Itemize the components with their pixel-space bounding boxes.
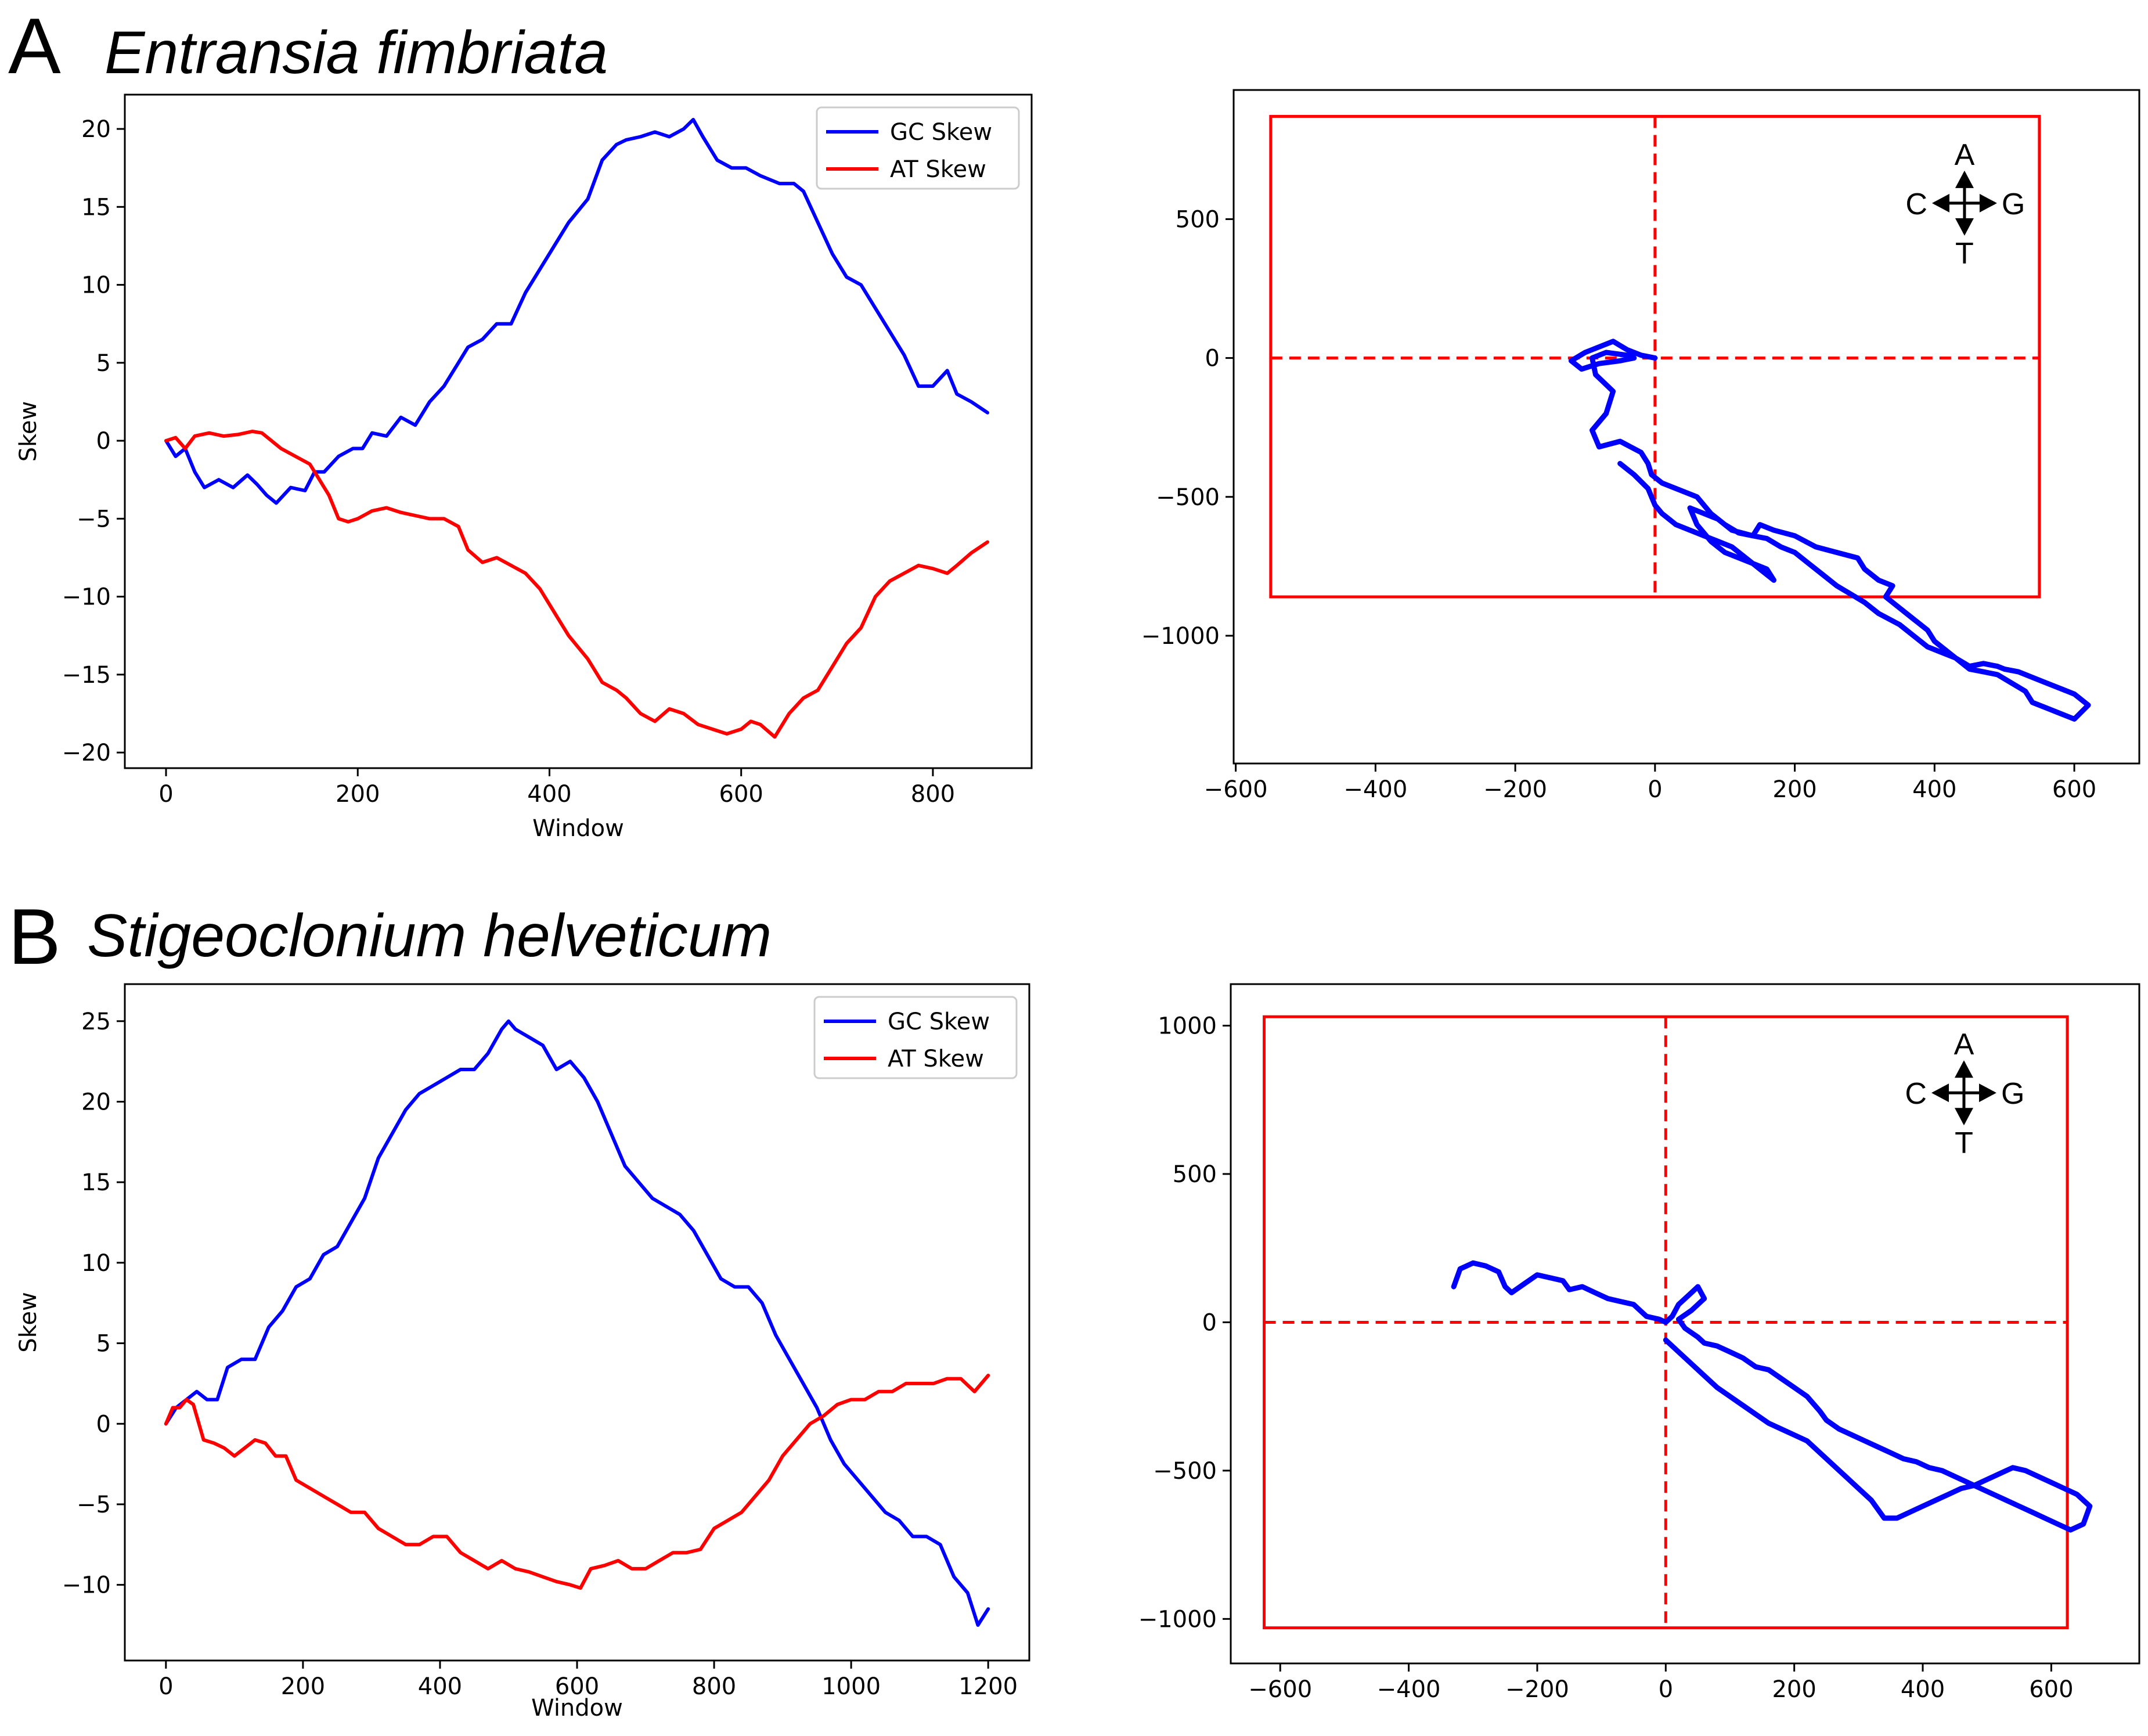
x-tick-label: 0: [1648, 776, 1662, 803]
x-tick-label: −600: [1204, 776, 1268, 803]
x-tick-label: −600: [1248, 1676, 1312, 1703]
legend: GC Skew AT Skew: [813, 996, 1018, 1079]
x-tick-label: 800: [692, 1673, 736, 1700]
walk-chart-b: −600 −400 −200 0 200 400 600 −1000 −500 0 500 1000 A…: [1138, 983, 2140, 1703]
y-tick-label: 20: [81, 1089, 111, 1115]
panel-title-a: Entransia fimbriata: [104, 19, 608, 87]
y-tick-label: −500: [1153, 1458, 1217, 1485]
series-line-at-skew: [164, 430, 989, 739]
legend: GC Skew AT Skew: [816, 106, 1020, 190]
y-tick-label: 5: [96, 1331, 111, 1357]
x-tick-label: 600: [2029, 1676, 2073, 1703]
y-axis-label: Skew: [15, 401, 42, 462]
legend-label: GC Skew: [888, 1009, 990, 1035]
series-line-at-skew: [164, 1374, 990, 1590]
x-axis-label: Window: [531, 1695, 623, 1721]
x-tick-label: 600: [719, 781, 763, 808]
y-tick-label: 500: [1176, 206, 1220, 233]
panel-letter-b: B: [8, 892, 61, 981]
legend-label: AT Skew: [888, 1046, 984, 1072]
y-tick-label: −20: [62, 740, 111, 766]
x-tick-label: 400: [1912, 776, 1956, 803]
x-tick-label: 200: [1772, 776, 1817, 803]
x-tick-label: 0: [158, 1673, 173, 1700]
y-tick-label: −500: [1156, 484, 1220, 511]
x-tick-label: −200: [1483, 776, 1547, 803]
y-tick-label: 0: [1202, 1309, 1217, 1336]
y-tick-label: 10: [81, 1250, 111, 1277]
skew-chart-a: 0 200 400 600 800 −20 −15 −10 −5 0 5 10 15 20 Window Sk…: [15, 93, 1033, 842]
plot-frame: [1232, 89, 2140, 765]
compass-icon: A TC G: [1905, 1028, 2024, 1160]
y-tick-label: −1000: [1138, 1606, 1217, 1633]
legend-label: AT Skew: [890, 156, 986, 183]
x-tick-label: 800: [911, 781, 955, 808]
walk-chart-a: −600 −400 −200 0 200 400 600 −1000 −500 0 500 A TC G: [1141, 89, 2140, 803]
series-line-walk: [1451, 1260, 2093, 1533]
x-tick-label: 1000: [821, 1673, 881, 1700]
compass-label-right: G: [2001, 1077, 2024, 1111]
x-tick-label: 200: [281, 1673, 325, 1700]
y-tick-label: 0: [1205, 345, 1220, 372]
compass-label-left: C: [1905, 1077, 1927, 1111]
x-tick-label: 0: [1659, 1676, 1673, 1703]
x-tick-label: 200: [336, 781, 380, 808]
y-tick-label: −10: [62, 584, 111, 611]
legend-label: GC Skew: [890, 119, 992, 146]
compass-icon: A TC G: [1905, 138, 2025, 271]
x-tick-label: 1200: [958, 1673, 1018, 1700]
panel-letter-a: A: [8, 2, 61, 90]
x-tick-label: −400: [1343, 776, 1407, 803]
y-tick-label: 500: [1173, 1161, 1217, 1188]
compass-label-down: T: [1955, 1126, 1973, 1160]
compass-label-left: C: [1905, 188, 1927, 221]
y-tick-label: −10: [62, 1572, 111, 1599]
plot-frame: [124, 983, 1030, 1662]
plot-frame: [124, 93, 1033, 769]
y-tick-label: 5: [96, 350, 111, 377]
x-tick-label: −200: [1505, 1676, 1569, 1703]
y-tick-label: 0: [96, 428, 111, 455]
x-tick-label: 0: [158, 781, 173, 808]
y-tick-label: 0: [96, 1411, 111, 1438]
y-tick-label: −5: [77, 1492, 111, 1518]
x-tick-label: 200: [1772, 1676, 1816, 1703]
y-tick-label: 15: [81, 1169, 111, 1196]
x-tick-label: 400: [527, 781, 571, 808]
series-line-walk: [1568, 338, 2091, 722]
y-tick-label: 1000: [1158, 1013, 1217, 1040]
panel-title-b: Stigeoclonium helveticum: [87, 902, 772, 970]
x-tick-label: 400: [1901, 1676, 1945, 1703]
y-tick-label: 10: [81, 272, 111, 299]
y-axis-label: Skew: [15, 1292, 42, 1352]
x-tick-label: 400: [418, 1673, 462, 1700]
y-tick-label: 15: [81, 194, 111, 221]
y-tick-label: −1000: [1141, 623, 1220, 650]
skew-chart-b: 0 200 400 600 800 1000 1200 −10 −5 0 5 10 15 20 25 Wind…: [15, 983, 1030, 1721]
x-tick-label: −400: [1377, 1676, 1441, 1703]
plot-frame: [1230, 983, 2140, 1665]
compass-label-up: A: [1954, 1028, 1974, 1061]
compass-label-right: G: [2002, 188, 2025, 221]
compass-label-up: A: [1955, 138, 1975, 172]
series-line-gc-skew: [164, 118, 989, 505]
series-line-gc-skew: [164, 1019, 990, 1627]
y-tick-label: −5: [77, 506, 111, 532]
x-axis-label: Window: [532, 815, 624, 842]
y-tick-label: 20: [81, 116, 111, 143]
x-tick-label: 600: [555, 1673, 599, 1700]
y-tick-label: 25: [81, 1009, 111, 1035]
compass-label-down: T: [1955, 237, 1974, 271]
y-tick-label: −15: [62, 662, 111, 689]
x-tick-label: 600: [2052, 776, 2096, 803]
